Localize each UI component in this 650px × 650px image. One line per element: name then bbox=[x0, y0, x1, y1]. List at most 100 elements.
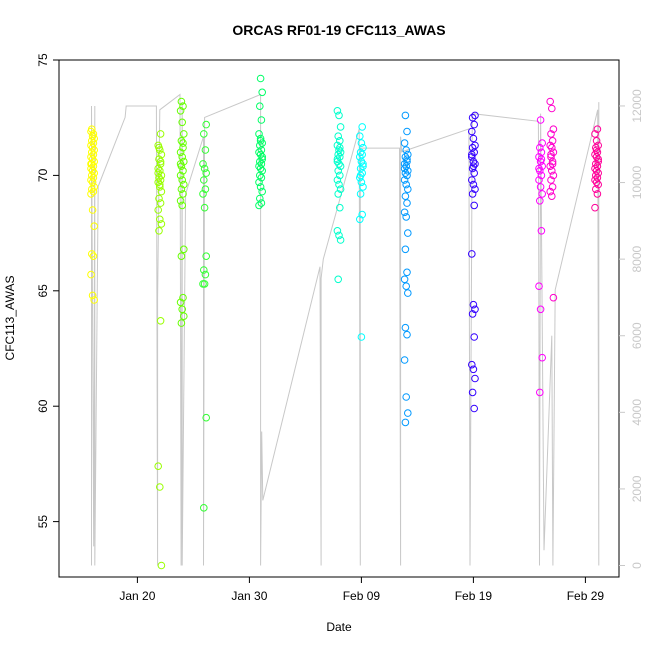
data-point bbox=[470, 148, 479, 157]
data-point bbox=[359, 162, 367, 170]
data-point bbox=[549, 148, 558, 157]
data-point bbox=[535, 164, 543, 173]
data-point bbox=[403, 268, 411, 277]
data-point bbox=[180, 312, 188, 321]
data-point bbox=[357, 139, 366, 147]
data-point bbox=[177, 252, 186, 261]
data-point bbox=[87, 270, 95, 279]
data-point bbox=[548, 104, 556, 113]
data-point bbox=[258, 187, 267, 196]
data-point bbox=[156, 157, 165, 166]
data-point bbox=[257, 173, 266, 182]
data-point bbox=[404, 289, 412, 297]
y2-tick-label: 2000 bbox=[630, 475, 644, 502]
data-point bbox=[200, 504, 208, 512]
data-point bbox=[546, 97, 555, 106]
data-point bbox=[536, 183, 545, 191]
data-point bbox=[179, 102, 187, 110]
data-point bbox=[548, 160, 557, 168]
data-point bbox=[156, 199, 165, 207]
data-point bbox=[333, 155, 342, 163]
data-point bbox=[90, 169, 98, 177]
x-tick-label: Feb 09 bbox=[343, 589, 381, 603]
data-point bbox=[468, 153, 476, 161]
data-point bbox=[537, 171, 546, 180]
data-point bbox=[88, 185, 96, 193]
data-point bbox=[468, 310, 477, 318]
data-point bbox=[87, 160, 95, 168]
data-point bbox=[334, 167, 343, 175]
data-point bbox=[336, 203, 344, 212]
y2-tick-label: 8000 bbox=[630, 245, 644, 272]
data-point bbox=[336, 148, 345, 157]
data-point bbox=[179, 190, 187, 198]
data-point bbox=[358, 123, 367, 131]
data-point bbox=[593, 190, 602, 198]
data-point bbox=[336, 171, 344, 180]
data-point bbox=[256, 183, 265, 191]
data-point bbox=[333, 141, 342, 150]
data-point bbox=[255, 178, 263, 187]
data-point bbox=[199, 160, 207, 168]
data-point bbox=[202, 413, 210, 422]
x-tick-label: Feb 29 bbox=[567, 589, 605, 603]
data-point bbox=[471, 111, 479, 120]
data-point bbox=[546, 162, 555, 170]
data-point bbox=[400, 176, 409, 184]
data-point bbox=[336, 143, 344, 152]
y-tick-label: 55 bbox=[36, 515, 50, 529]
data-point bbox=[176, 107, 185, 115]
data-point bbox=[536, 305, 545, 314]
data-point bbox=[401, 111, 410, 120]
data-point bbox=[256, 194, 264, 203]
x-axis-label: Date bbox=[326, 620, 352, 634]
data-point bbox=[176, 298, 185, 307]
x-tick-label: Jan 20 bbox=[119, 589, 155, 603]
data-point bbox=[178, 305, 186, 314]
data-point bbox=[591, 130, 599, 138]
data-point bbox=[201, 270, 210, 279]
data-point bbox=[469, 180, 478, 189]
data-point bbox=[176, 197, 185, 205]
data-point bbox=[336, 162, 345, 170]
data-point bbox=[546, 187, 555, 196]
data-point bbox=[154, 206, 162, 214]
data-point bbox=[334, 275, 343, 284]
y2-axis: 0 2000 4000 6000 8000 10000 12000 bbox=[619, 89, 644, 569]
data-point bbox=[200, 280, 209, 288]
data-point bbox=[538, 353, 547, 362]
data-point bbox=[468, 113, 477, 122]
data-point bbox=[469, 300, 478, 309]
data-point bbox=[155, 155, 163, 163]
data-point bbox=[400, 160, 409, 168]
data-point bbox=[156, 483, 164, 491]
data-point bbox=[403, 155, 411, 163]
y-tick-label: 70 bbox=[36, 168, 50, 182]
plot-frame bbox=[58, 59, 620, 578]
data-point bbox=[402, 393, 411, 401]
data-point bbox=[471, 305, 479, 314]
data-point bbox=[538, 139, 547, 147]
data-point bbox=[199, 190, 207, 198]
data-point bbox=[468, 250, 476, 258]
data-point bbox=[592, 185, 600, 193]
data-point bbox=[359, 183, 367, 191]
data-point bbox=[548, 183, 557, 191]
data-point bbox=[333, 176, 342, 184]
data-point bbox=[178, 176, 186, 184]
data-point bbox=[535, 176, 543, 184]
data-point bbox=[404, 185, 412, 193]
data-point bbox=[594, 157, 603, 166]
data-point bbox=[255, 130, 263, 138]
data-point bbox=[401, 323, 410, 332]
data-point bbox=[89, 130, 98, 138]
data-point bbox=[468, 360, 476, 369]
data-point bbox=[356, 132, 364, 140]
data-point bbox=[594, 169, 603, 177]
data-point bbox=[256, 102, 264, 110]
data-point bbox=[356, 148, 365, 157]
data-point bbox=[201, 185, 210, 193]
data-point bbox=[155, 227, 163, 235]
data-point bbox=[403, 127, 411, 136]
